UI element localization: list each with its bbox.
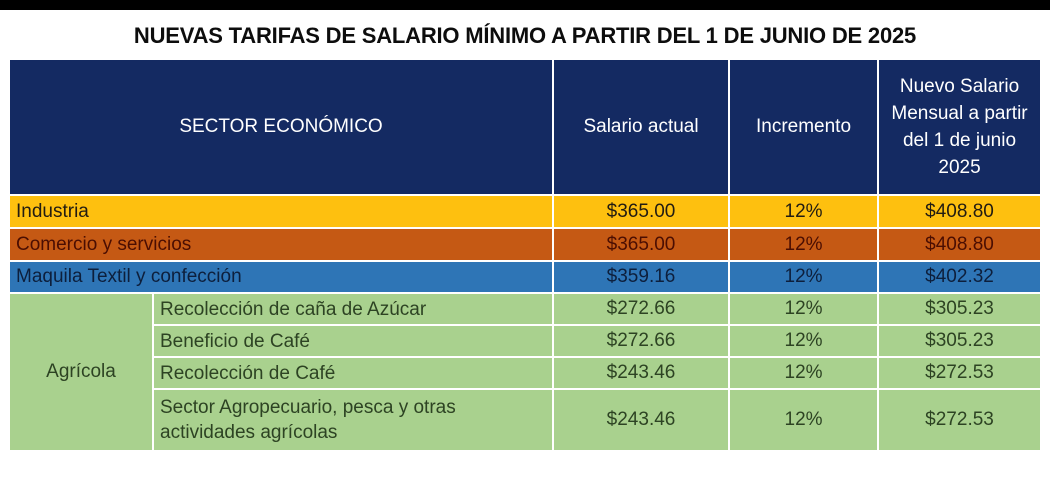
row-agricola-cana-azucar: Agrícola Recolección de caña de Azúcar $…	[8, 292, 1043, 452]
cell-incremento: 12%	[728, 292, 880, 326]
cell-agricola-group-label: Agrícola	[8, 292, 154, 452]
header-sector-economico: SECTOR ECONÓMICO	[7, 58, 555, 196]
cell-nuevo-salario: $272.53	[877, 356, 1043, 390]
cell-subsector-cana-azucar: Recolección de caña de Azúcar	[151, 292, 555, 326]
cell-salario-actual: $365.00	[552, 227, 731, 262]
cell-nuevo-salario: $408.80	[877, 194, 1043, 229]
cell-incremento: 12%	[728, 388, 880, 452]
row-agricola-recoleccion-cafe: Recolección de Café $243.46 12% $272.53	[9, 356, 1043, 390]
cell-sector-maquila: Maquila Textil y confección	[7, 260, 555, 294]
cell-sector-comercio: Comercio y servicios	[7, 227, 555, 262]
minimum-wage-table: SECTOR ECONÓMICO Salario actual Incremen…	[7, 58, 1043, 452]
cell-incremento: 12%	[728, 356, 880, 390]
cell-salario-actual: $365.00	[552, 194, 731, 229]
header-incremento: Incremento	[728, 58, 880, 196]
cell-subsector-beneficio-cafe: Beneficio de Café	[151, 324, 555, 358]
row-agricola-beneficio-cafe: Beneficio de Café $272.66 12% $305.23	[9, 324, 1043, 358]
row-industria: Industria $365.00 12% $408.80	[7, 194, 1043, 229]
cell-incremento: 12%	[728, 324, 880, 358]
cell-subsector-recoleccion-cafe: Recolección de Café	[151, 356, 555, 390]
cell-salario-actual: $243.46	[552, 388, 731, 452]
row-maquila-textil: Maquila Textil y confección $359.16 12% …	[7, 260, 1043, 294]
cell-salario-actual: $359.16	[552, 260, 731, 294]
row-comercio-servicios: Comercio y servicios $365.00 12% $408.80	[7, 227, 1043, 262]
cell-salario-actual: $243.46	[552, 356, 731, 390]
cell-incremento: 12%	[728, 260, 880, 294]
cell-salario-actual: $272.66	[552, 324, 731, 358]
cell-incremento: 12%	[728, 194, 880, 229]
header-salario-actual: Salario actual	[552, 58, 731, 196]
cell-sector-industria: Industria	[7, 194, 555, 229]
header-nuevo-salario: Nuevo Salario Mensual a partir del 1 de …	[877, 58, 1043, 196]
header-row: SECTOR ECONÓMICO Salario actual Incremen…	[7, 58, 1043, 196]
page-title: NUEVAS TARIFAS DE SALARIO MÍNIMO A PARTI…	[133, 23, 917, 48]
cell-nuevo-salario: $305.23	[877, 292, 1043, 326]
top-black-bar	[0, 0, 1050, 10]
cell-salario-actual: $272.66	[552, 292, 731, 326]
cell-subsector-agropecuario: Sector Agropecuario, pesca y otras activ…	[151, 388, 555, 452]
row-agricola-agropecuario: Sector Agropecuario, pesca y otras activ…	[9, 388, 1043, 452]
cell-nuevo-salario: $408.80	[877, 227, 1043, 262]
cell-nuevo-salario: $402.32	[877, 260, 1043, 294]
cell-nuevo-salario: $305.23	[877, 324, 1043, 358]
cell-incremento: 12%	[728, 227, 880, 262]
cell-nuevo-salario: $272.53	[877, 388, 1043, 452]
